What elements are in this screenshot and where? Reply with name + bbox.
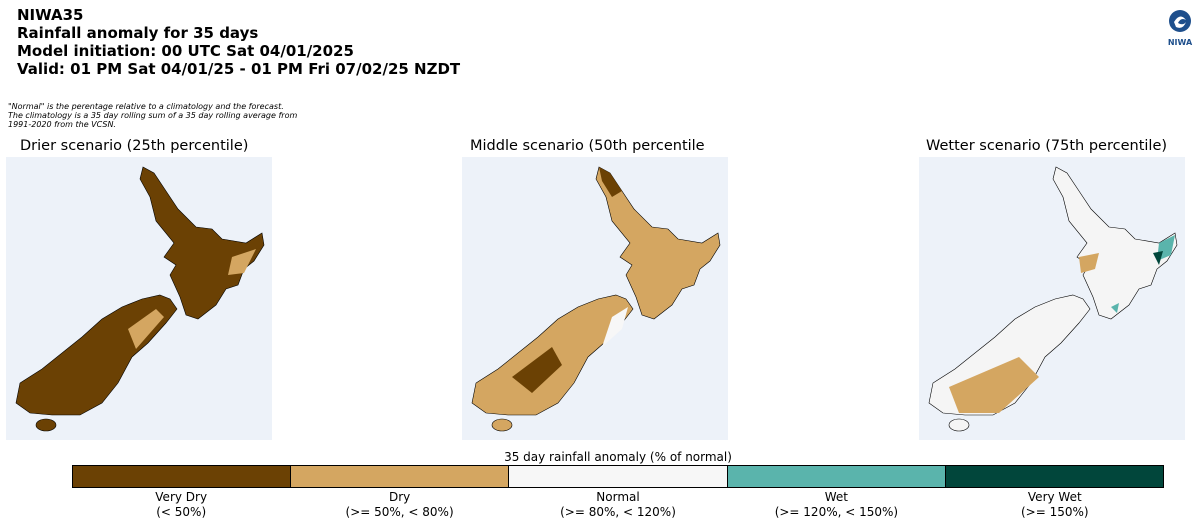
product-title: Rainfall anomaly for 35 days	[17, 24, 259, 42]
class-name: Very Wet	[1027, 490, 1082, 504]
panel-title: Middle scenario (50th percentile	[470, 138, 705, 154]
colorbar-swatch	[290, 466, 509, 487]
colorbar-title: 35 day rainfall anomaly (% of normal)	[504, 450, 732, 464]
colorbar-class-label: Very Dry (< 50%)	[72, 490, 290, 520]
colorbar-swatch	[73, 466, 291, 487]
map-panel	[919, 157, 1185, 440]
colorbar-class-label: Normal (>= 80%, < 120%)	[509, 490, 727, 520]
class-name: Wet	[824, 490, 849, 504]
colorbar-class-label: Wet (>= 120%, < 150%)	[727, 490, 945, 520]
map	[15, 166, 265, 432]
initiation: Model initiation: 00 UTC Sat 04/01/2025	[17, 42, 354, 60]
map-panel	[6, 157, 272, 440]
map	[928, 166, 1178, 432]
colorbar-class-label: Very Wet (>= 150%)	[946, 490, 1164, 520]
class-range: (>= 120%, < 150%)	[774, 505, 899, 519]
class-name: Normal	[596, 490, 640, 504]
class-range: (>= 50%, < 80%)	[345, 505, 454, 519]
valid-period: Valid: 01 PM Sat 04/01/25 - 01 PM Fri 07…	[17, 60, 461, 78]
normal-note: "Normal" is the perentage relative to a …	[8, 102, 298, 129]
class-name: Very Dry	[155, 490, 208, 504]
logo-mark	[1169, 10, 1191, 32]
map-panel	[462, 157, 728, 440]
logo-text: NIWA	[1167, 38, 1193, 47]
class-range: (>= 80%, < 120%)	[560, 505, 676, 519]
class-range: (>= 150%)	[1021, 505, 1089, 519]
colorbar-swatch	[944, 466, 1164, 487]
colorbar-swatch	[726, 466, 945, 487]
class-name: Dry	[388, 490, 411, 504]
model-name: NIWA35	[17, 6, 84, 24]
colorbar-class-label: Dry (>= 50%, < 80%)	[291, 490, 509, 520]
map	[471, 166, 721, 432]
colorbar	[72, 465, 1164, 488]
panel-title: Wetter scenario (75th percentile)	[926, 138, 1168, 154]
logo: NIWA	[1164, 8, 1196, 47]
class-range: (< 50%)	[156, 505, 207, 519]
colorbar-swatch	[508, 466, 727, 487]
panel-title: Drier scenario (25th percentile)	[20, 138, 249, 154]
